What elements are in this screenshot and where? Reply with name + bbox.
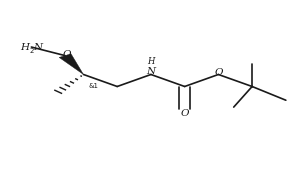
Text: O: O [180,109,189,118]
Text: N: N [146,67,156,76]
Text: O: O [215,68,224,77]
Polygon shape [59,54,83,75]
Text: H: H [147,57,155,66]
Text: N: N [34,43,43,52]
Text: H: H [21,43,30,52]
Text: &1: &1 [89,83,99,89]
Text: 2: 2 [29,48,34,54]
Text: O: O [62,50,71,59]
